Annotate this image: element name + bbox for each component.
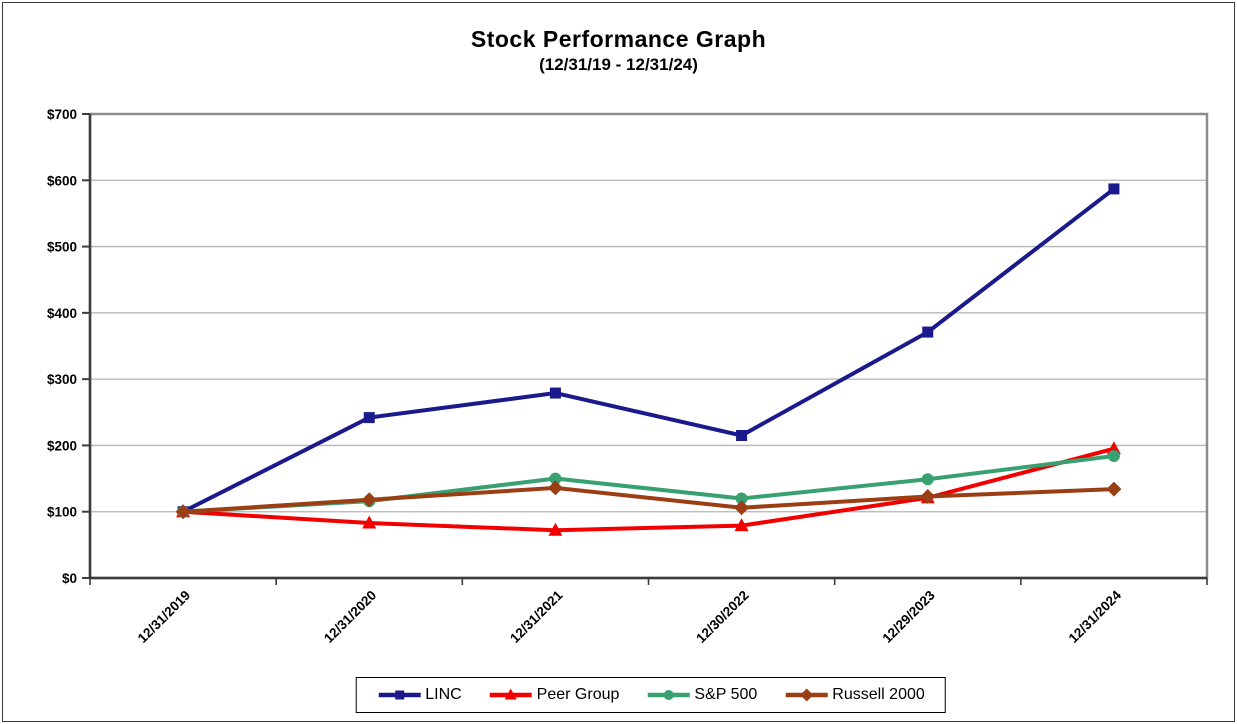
data-point-triangle — [1106, 441, 1121, 455]
x-tick-label: 12/31/2019 — [135, 588, 193, 646]
data-point-diamond — [920, 488, 936, 504]
y-tick-label: $700 — [47, 107, 77, 122]
chart-subtitle: (12/31/19 - 12/31/24) — [539, 55, 698, 74]
data-point-square — [394, 690, 404, 700]
legend-item-russell-2000: Russell 2000 — [783, 686, 925, 704]
data-point-square — [736, 429, 748, 441]
data-point-square — [922, 326, 934, 338]
legend-marker-triangle — [489, 688, 532, 700]
legend-item-peer-group: Peer Group — [488, 686, 620, 704]
y-tick-label: $0 — [62, 571, 77, 586]
y-tick-label: $600 — [47, 173, 77, 188]
data-point-square — [549, 387, 561, 399]
chart-title-block: Stock Performance Graph (12/31/19 - 12/3… — [0, 26, 1237, 75]
data-point-circle — [549, 472, 562, 485]
data-point-diamond — [1106, 481, 1122, 497]
data-point-diamond — [175, 504, 191, 520]
data-point-circle — [735, 492, 748, 505]
y-tick-label: $400 — [47, 306, 77, 321]
data-point-circle — [663, 690, 674, 700]
data-point-diamond — [734, 500, 750, 516]
legend-marker-diamond — [785, 688, 828, 702]
data-point-triangle — [362, 515, 377, 529]
data-point-triangle — [734, 518, 749, 532]
y-tick-label: $500 — [47, 240, 77, 255]
legend-marker-square — [378, 690, 421, 700]
y-tick-label: $200 — [47, 438, 77, 453]
y-tick-label: $100 — [47, 505, 77, 520]
x-tick-label: 12/31/2021 — [507, 587, 566, 646]
data-point-triangle — [504, 688, 517, 700]
series-russell-2000 — [175, 480, 1122, 520]
legend-label: S&P 500 — [694, 686, 758, 703]
data-point-diamond — [799, 688, 813, 702]
chart-legend: LINC Peer Group S&P 500 Russell 2000 — [355, 677, 946, 713]
data-point-diamond — [361, 492, 377, 508]
legend-label: Peer Group — [536, 686, 620, 703]
x-tick-label: 12/31/2020 — [321, 588, 379, 646]
series-line — [182, 446, 1115, 533]
y-tick-label: $300 — [47, 372, 77, 387]
series-linc — [177, 183, 1120, 518]
data-point-diamond — [547, 480, 563, 496]
series-line — [182, 187, 1116, 514]
legend-item-s-p-500: S&P 500 — [645, 686, 757, 704]
x-tick-label: 12/30/2022 — [693, 588, 751, 646]
chart-title: Stock Performance Graph — [470, 26, 767, 52]
data-point-square — [1108, 183, 1120, 195]
legend-item-linc: LINC — [376, 686, 462, 704]
data-point-circle — [921, 473, 934, 486]
legend-label: Russell 2000 — [832, 686, 925, 703]
data-point-square — [363, 412, 375, 424]
legend-marker-circle — [647, 690, 690, 700]
x-tick-label: 12/29/2023 — [879, 587, 938, 646]
series-line — [182, 485, 1114, 514]
x-tick-label: 12/31/2024 — [1066, 587, 1125, 646]
data-point-triangle — [548, 522, 563, 536]
data-point-circle — [1107, 450, 1120, 463]
legend-label: LINC — [425, 686, 462, 703]
